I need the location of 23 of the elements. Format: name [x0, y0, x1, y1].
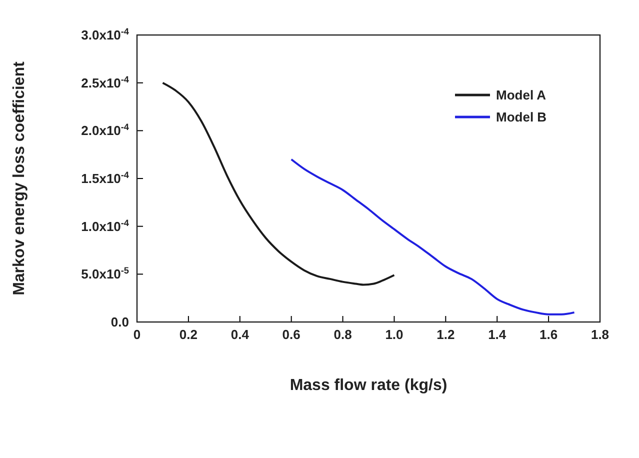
x-tick-label: 1.2 [436, 327, 455, 342]
x-tick-label: 1.4 [488, 327, 507, 342]
x-tick-label: 0.8 [334, 327, 352, 342]
y-tick-label: 5.0x10$^{-5}$ [81, 266, 129, 282]
x-tick-label: 1.0 [385, 327, 404, 342]
x-tick-label: 0.6 [282, 327, 300, 342]
y-tick-label: 2.5x10$^{-4}$ [81, 74, 130, 90]
x-tick-label: 1.8 [590, 327, 610, 342]
x-tick-label: 1.6 [540, 327, 558, 342]
y-tick-label: 3.0x10$^{-4}$ [81, 26, 130, 43]
legend-label: Model A [496, 88, 547, 103]
y-tick-label: 1.0x10$^{-4}$ [81, 218, 130, 234]
x-tick-label: 0 [133, 327, 141, 342]
legend-label: Model B [496, 110, 547, 125]
x-axis-title: Mass flow rate (kg/s) [290, 377, 448, 394]
y-tick-label: 0.0 [110, 314, 129, 330]
y-axis-title: Markov energy loss coefficient [11, 60, 28, 296]
line-series [162, 82, 396, 286]
x-tick-label: 0.4 [230, 327, 250, 342]
y-tick-label: 1.5x10$^{-4}$ [81, 170, 130, 186]
y-tick-label: 2.0x10$^{-4}$ [81, 122, 130, 138]
line-series [290, 158, 576, 316]
x-tick-label: 0.2 [179, 327, 198, 342]
